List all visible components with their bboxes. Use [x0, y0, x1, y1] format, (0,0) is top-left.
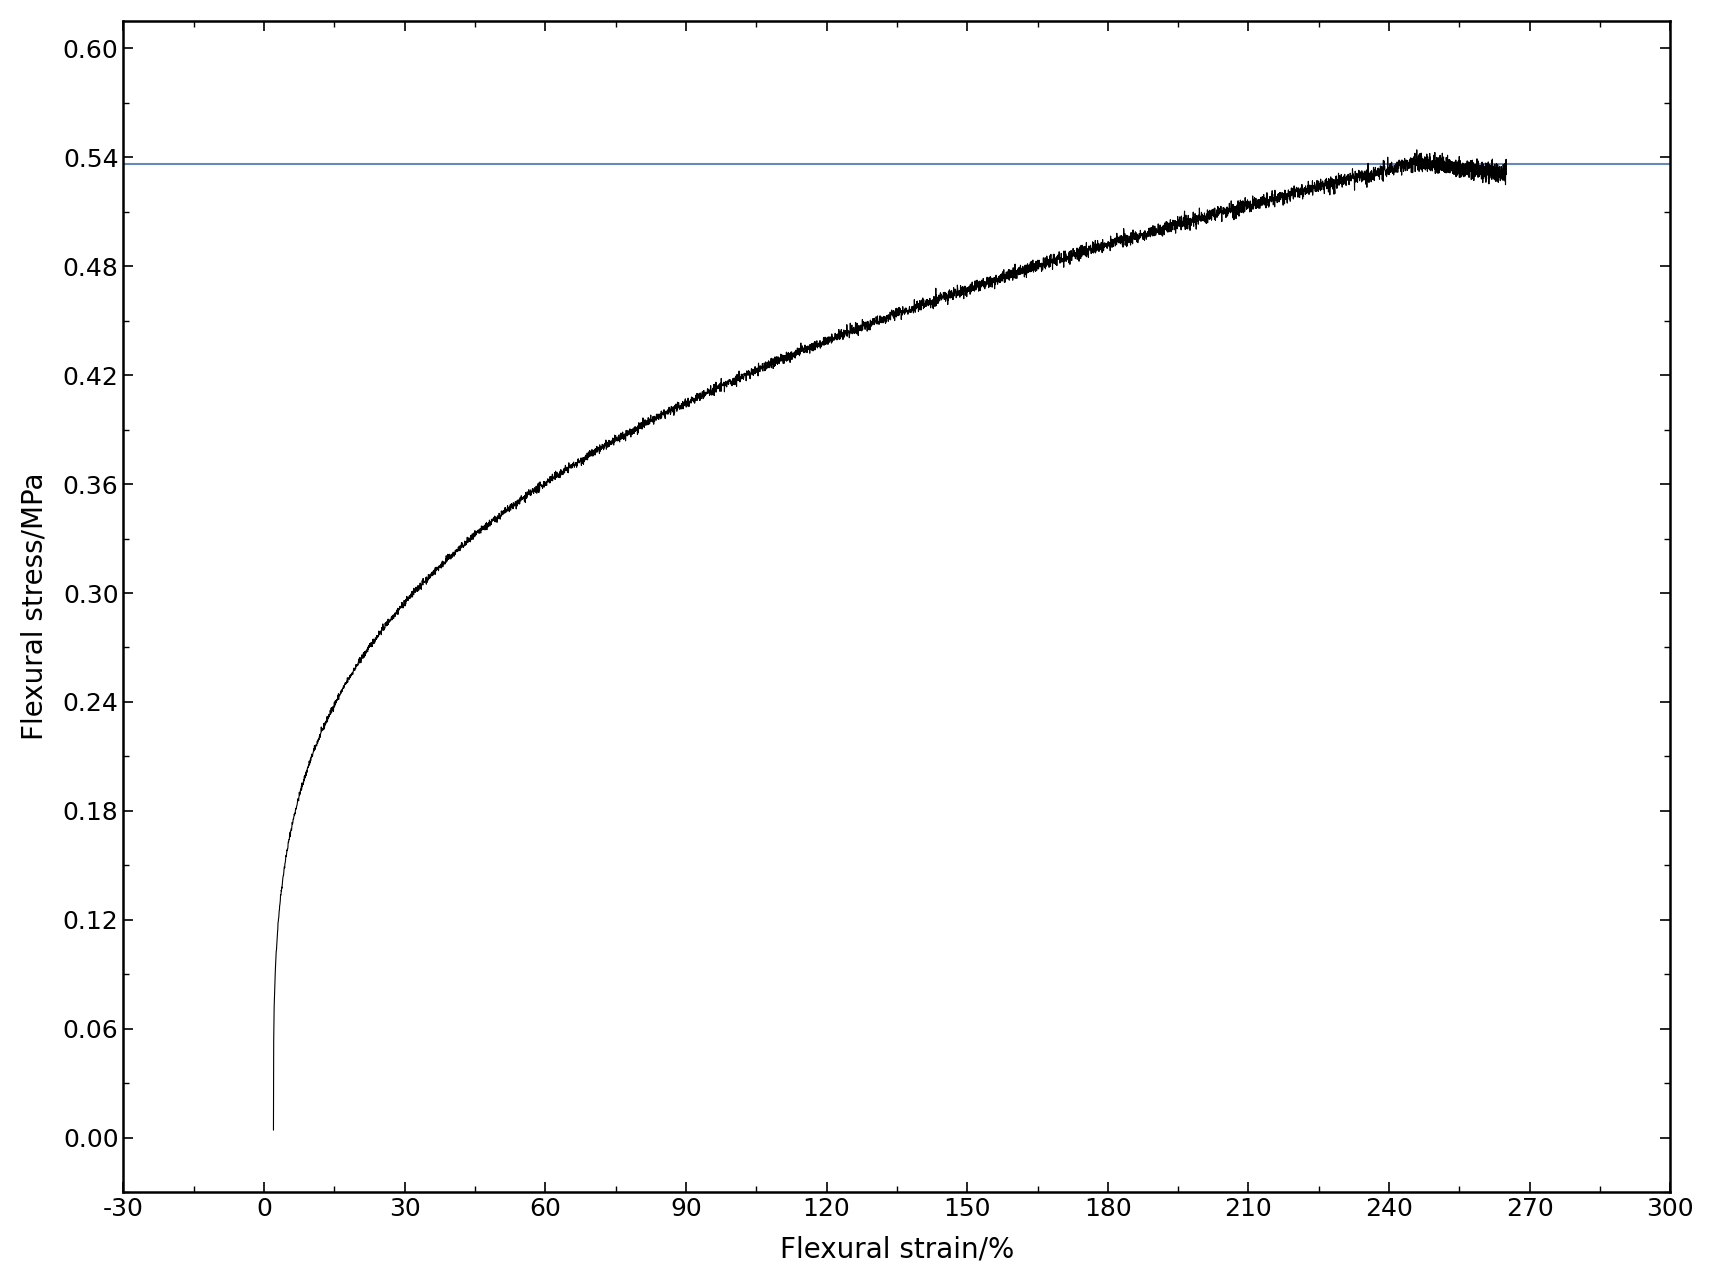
X-axis label: Flexural strain/%: Flexural strain/%	[780, 1235, 1013, 1263]
Y-axis label: Flexural stress/MPa: Flexural stress/MPa	[21, 473, 48, 741]
